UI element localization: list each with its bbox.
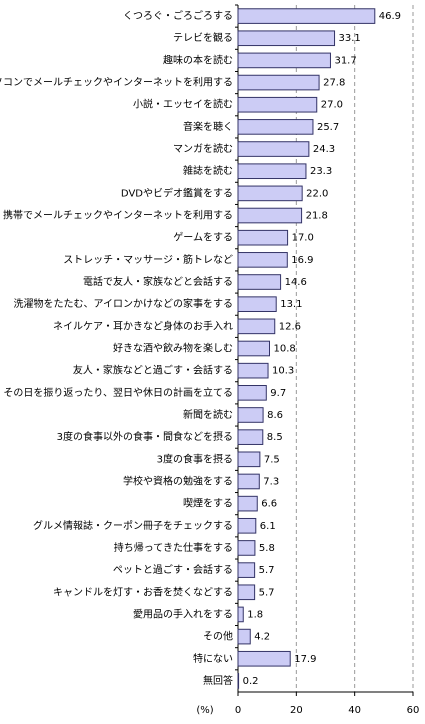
bar [237,673,240,689]
bar [237,185,303,202]
y-tick-label: ペットと過ごす・会話する [113,563,233,576]
bar [237,296,277,312]
bar [237,74,320,91]
value-label: 8.5 [267,432,283,443]
y-tick-label: その他 [203,630,233,643]
bar [237,606,244,623]
y-tick-label: 友人・家族などと過ごす・会話する [73,364,233,377]
bar [237,274,282,290]
bar [237,517,257,534]
value-label: 0.2 [243,676,259,687]
value-label: 7.5 [264,454,280,465]
y-tick-label: キャンドルを灯す・お香を焚くなどする [53,586,233,598]
value-label: 1.8 [247,609,263,620]
value-label: 8.6 [267,410,283,421]
value-label: 5.8 [259,543,275,554]
y-tick-label: 愛用品の手入れをする [133,607,233,620]
y-tick-label: 3度の食事以外の食事・間食などを摂る [57,430,233,443]
y-tick-label: ストレッチ・マッサージ・筋トレなど [63,253,233,266]
bar [237,451,261,468]
y-tick-label: テレビを観る [173,31,233,44]
bar [237,318,276,335]
bar [237,52,331,69]
bar [237,252,288,268]
y-tick-label: 新聞を読む [183,408,233,421]
value-label: 6.6 [261,499,277,510]
value-label: 6.1 [260,521,276,532]
y-tick-label: ゲームをする [173,232,233,244]
y-tick-label: 趣味の本を読む [163,53,233,66]
bar [237,584,256,601]
y-tick-label: 学校や資格の勉強をする [123,474,233,487]
bar [237,340,270,357]
bar [237,540,256,556]
bar [237,650,291,667]
y-tick-label: グルメ情報誌・クーポン冊子をチェックする [33,519,233,532]
value-label: 24.3 [313,144,335,155]
bar [237,141,310,157]
bar [237,562,256,578]
bar [237,163,307,180]
y-tick-label: 洗濯物をたたむ、アイロンかけなどの家事をする [14,297,234,310]
bar [237,30,336,47]
value-label: 17.9 [294,654,316,665]
y-tick-label: DVDやビデオ鑑賞をする [121,186,233,199]
x-tick-label: 40 [348,705,361,716]
y-tick-label: 小説・エッセイを読む [133,98,233,111]
value-label: 25.7 [317,122,339,133]
value-label: 17.0 [292,233,314,244]
value-label: 46.9 [379,11,401,22]
y-tick-label: ネイルケア・耳かきなど身体のお手入れ [53,319,233,332]
bar [237,628,251,645]
x-tick-label: 60 [407,705,420,716]
y-tick-label: 持ち帰ってきた仕事をする [114,541,233,554]
bar [237,473,260,490]
value-label: 23.3 [310,166,332,177]
value-label: 27.8 [323,78,345,89]
y-tick-label: 特にない [193,653,233,665]
bar [237,429,264,445]
bar [237,362,269,379]
value-label: 14.6 [285,277,307,288]
value-label: 4.2 [254,632,270,643]
value-label: 5.7 [259,565,275,576]
value-label: 7.3 [263,476,279,487]
y-tick-label: 携帯でメールチェックやインターネットを利用する [3,209,233,222]
value-label: 31.7 [334,55,356,66]
bar [237,407,264,423]
y-tick-label: 好きな酒や飲み物を楽しむ [113,342,233,355]
y-tick-label: 喫煙をする [183,498,233,510]
y-tick-label: 音楽を聴く [183,120,233,133]
value-label: 27.0 [321,100,343,111]
bar [237,8,376,24]
y-tick-label: 無回答 [203,674,233,687]
bar [237,385,267,401]
y-tick-label: パソコンでメールチェックやインターネットを利用する [0,77,233,89]
x-axis-label: (%) [196,705,213,716]
y-tick-label: その日を振り返ったり、翌日や休日の計画を立てる [3,386,233,399]
value-label: 13.1 [280,299,302,310]
value-label: 22.0 [306,188,328,199]
y-tick-label: 電話で友人・家族などと会話する [83,275,233,288]
y-tick-label: 3度の食事を摂る [157,452,233,465]
value-label: 12.6 [279,321,301,332]
value-label: 10.3 [272,366,294,377]
y-tick-label: マンガを読む [173,142,233,155]
value-label: 10.8 [274,344,296,355]
value-label: 21.8 [306,211,328,222]
y-tick-label: 雑誌を読む [183,164,233,177]
value-label: 33.1 [339,33,361,44]
bar [237,229,289,246]
x-tick-label: 20 [290,705,303,716]
value-label: 5.7 [259,587,275,598]
y-tick-label: くつろぐ・ごろごろする [123,9,233,22]
x-tick-label: 0 [235,705,241,716]
bar [237,495,258,512]
value-label: 16.9 [291,255,313,266]
bar [237,207,303,224]
value-label: 9.7 [270,388,286,399]
bar [237,119,314,135]
bar [237,96,318,113]
